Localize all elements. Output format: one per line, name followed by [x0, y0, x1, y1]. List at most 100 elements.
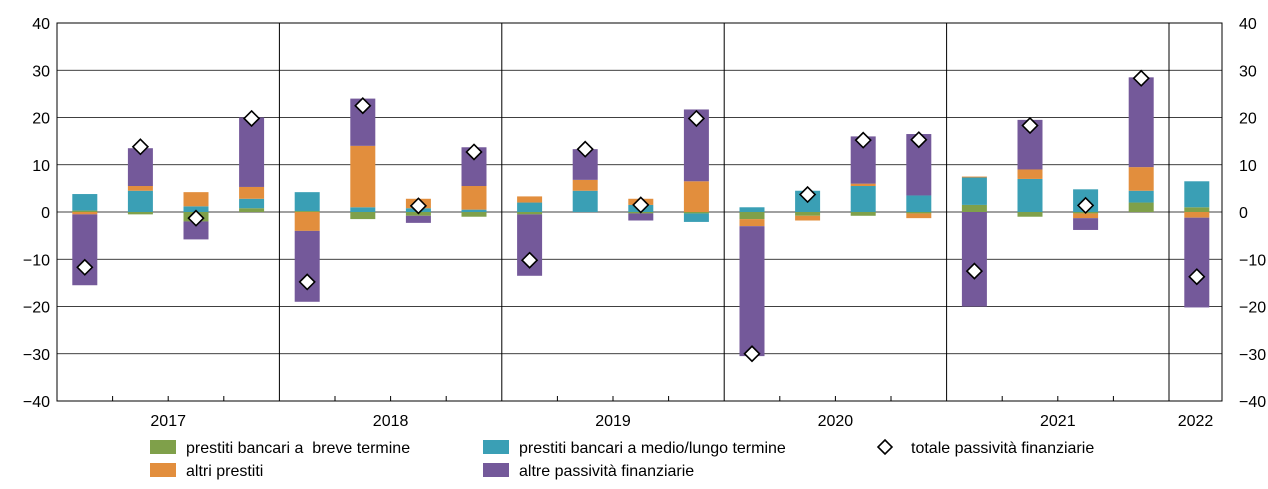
bar-segment-other_loans — [183, 192, 209, 207]
bar-segment-other_liab — [1128, 77, 1154, 168]
bar-segment-medium — [906, 195, 932, 212]
total-marker — [632, 196, 650, 214]
y-tick-label-right: −10 — [1239, 252, 1266, 269]
bar-segment-medium — [183, 206, 209, 212]
legend-swatch-other_loans — [150, 463, 176, 477]
bar-segment-short — [906, 212, 932, 214]
legend-label-total: totale passività finanziarie — [911, 440, 1094, 457]
bar-segment-other_loans — [850, 183, 876, 187]
bar-segment-other_loans — [739, 219, 765, 227]
bar-segment-other_loans — [72, 212, 98, 215]
bar-segment-medium — [1184, 181, 1210, 208]
y-tick-label-right: 10 — [1239, 158, 1257, 175]
bar-segment-other_loans — [906, 213, 932, 219]
total-marker — [576, 140, 594, 158]
bar-segment-short — [1017, 212, 1043, 217]
legend-label-short: prestiti bancari a breve termine — [186, 440, 410, 457]
bar-segment-short — [350, 212, 376, 220]
legend-label-other_loans: altri prestiti — [186, 463, 263, 480]
bars — [72, 77, 1210, 357]
total-marker — [1076, 196, 1095, 215]
bar-segment-other_loans — [572, 179, 598, 191]
bar-segment-other_liab — [961, 212, 987, 307]
legend-swatch-medium — [483, 440, 509, 454]
y-tick-label-left: 30 — [32, 63, 50, 80]
bar-segment-other_liab — [239, 117, 265, 187]
total-marker — [76, 258, 94, 276]
bar-segment-medium — [1128, 190, 1154, 203]
y-tick-label-left: 40 — [32, 16, 50, 33]
legend-label-other_liab: altre passività finanziarie — [519, 463, 694, 480]
bar-segment-short — [850, 212, 876, 216]
total-marker — [131, 138, 150, 156]
bar-segment-other_loans — [461, 186, 487, 210]
bar-segment-other_loans — [517, 196, 543, 203]
total-marker — [242, 109, 261, 128]
y-tick-label-right: −40 — [1239, 394, 1266, 411]
x-year-label: 2021 — [1040, 413, 1076, 430]
y-tick-label-right: −30 — [1239, 347, 1266, 364]
y-tick-label-right: 30 — [1239, 63, 1257, 80]
bar-segment-other_liab — [405, 215, 431, 223]
bar-segment-other_loans — [1128, 167, 1154, 191]
bar-segment-medium — [739, 207, 765, 212]
bar-segment-other_liab — [294, 230, 320, 302]
total-marker — [743, 345, 761, 363]
bar-segment-medium — [961, 177, 987, 205]
bar-segment-other_loans — [239, 186, 265, 199]
y-tick-label-right: 20 — [1239, 111, 1257, 128]
y-tick-label-left: 20 — [32, 111, 50, 128]
x-year-label: 2019 — [595, 413, 631, 430]
bar-segment-other_liab — [628, 213, 654, 221]
bar-segment-other_liab — [739, 226, 765, 357]
x-year-label: 2022 — [1178, 413, 1214, 430]
total-marker — [465, 143, 483, 161]
total-marker — [409, 197, 428, 215]
bar-segment-medium — [517, 202, 543, 212]
y-tick-label-left: 10 — [32, 158, 50, 175]
legend-swatch-other_liab — [483, 463, 509, 477]
bar-segment-short — [461, 212, 487, 217]
bar-segment-short — [739, 212, 765, 220]
legend-label-medium: prestiti bancari a medio/lungo termine — [519, 440, 786, 457]
x-year-label: 2020 — [818, 413, 854, 430]
bar-segment-short — [961, 204, 987, 212]
legend-swatch-total — [876, 438, 894, 456]
bar-segment-other_loans — [683, 181, 709, 212]
bar-segment-medium — [350, 207, 376, 212]
y-tick-label-left: 0 — [41, 205, 50, 222]
total-marker — [1132, 69, 1150, 87]
legend: prestiti bancari a breve termine altri pr… — [150, 438, 1094, 480]
bar-segment-other_loans — [294, 212, 320, 231]
legend-swatch-short — [150, 440, 176, 454]
bar-segment-short — [795, 212, 821, 216]
bar-segment-short — [127, 212, 153, 215]
bar-segment-short — [1184, 207, 1210, 212]
total-marker — [687, 109, 706, 128]
total-marker — [520, 251, 539, 269]
bar-segment-medium — [127, 190, 153, 212]
bar-segment-other_loans — [961, 176, 987, 178]
bar-segment-medium — [294, 192, 320, 212]
bar-segment-short — [517, 212, 543, 215]
total-marker — [910, 131, 928, 149]
bar-segment-other_liab — [1184, 217, 1210, 308]
bar-segment-short — [239, 208, 265, 212]
y-tick-label-left: −40 — [23, 394, 50, 411]
total-marker — [298, 273, 316, 291]
bar-segment-medium — [850, 186, 876, 212]
x-year-label: 2017 — [150, 413, 186, 430]
bar-segment-other_liab — [183, 221, 209, 240]
bar-segment-short — [683, 212, 709, 214]
bar-segment-medium — [572, 190, 598, 212]
bar-segment-other_loans — [1017, 169, 1043, 179]
total-marker — [854, 131, 872, 149]
y-tick-label-left: −30 — [23, 347, 50, 364]
y-tick-label-left: −10 — [23, 252, 50, 269]
bar-segment-medium — [239, 198, 265, 209]
y-tick-label-right: 40 — [1239, 16, 1257, 33]
total-marker — [354, 97, 372, 115]
bar-segment-short — [1128, 202, 1154, 212]
